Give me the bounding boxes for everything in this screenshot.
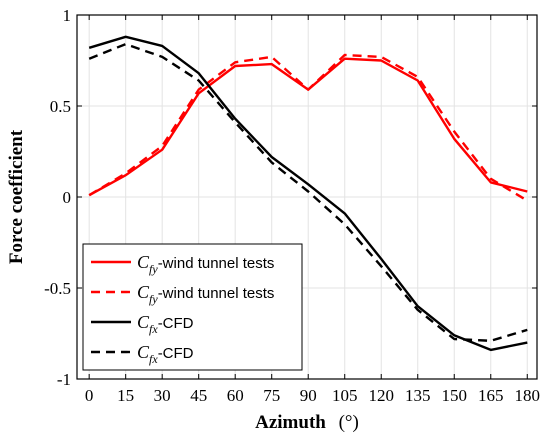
legend-symbol: C [137,252,150,272]
legend-label-cfx-solid: Cfx-CFD [137,312,194,336]
x-tick-label: 165 [478,386,504,405]
legend-text: -CFD [158,345,194,362]
y-axis-title: Force coefficient [6,129,27,264]
series-layer [88,35,528,352]
legend-box [82,243,303,371]
series-line-cfx-dashed [88,42,528,342]
legend-label-cfx-dashed: Cfx-CFD [137,342,194,366]
x-tick-label: 120 [368,386,394,405]
grid-lines [77,14,537,380]
y-tick-label: -0.5 [44,279,71,298]
x-tick-label: 105 [332,386,358,405]
series-line-cfx-solid [88,35,528,352]
legend-symbol: C [137,312,150,332]
series-line-cfy-dashed [88,53,528,202]
x-axis-unit: (°) [339,412,359,433]
legend-text: -wind tunnel tests [158,285,275,302]
legend-subscript: fx [149,322,158,336]
x-tick-label: 180 [515,386,541,405]
axis-ticks: 0 15 30 45 60 75 90 105 120 135 150 165 180 -1 -0.5 0 0.… [44,6,540,405]
x-tick-label: 60 [227,386,244,405]
x-tick-label: 30 [154,386,171,405]
y-tick-label: 1 [63,6,72,25]
y-tick-label: -1 [57,370,71,389]
legend-text: -wind tunnel tests [158,255,275,272]
legend-subscript: fy [149,292,158,306]
x-tick-label: 45 [190,386,207,405]
x-tick-label: 150 [441,386,467,405]
x-tick-label: 15 [117,386,134,405]
legend-subscript: fy [149,262,158,276]
x-tick-label: 90 [300,386,317,405]
x-tick-label: 0 [85,386,94,405]
legend-subscript: fx [149,352,158,366]
legend-symbol: C [137,342,150,362]
x-axis-label: Azimuth [255,412,326,433]
legend-symbol: C [137,282,150,302]
y-tick-label: 0 [63,188,72,207]
legend-label-cfy-solid: Cfy-wind tunnel tests [137,252,274,276]
legend-text: -CFD [158,315,194,332]
x-tick-label: 135 [405,386,431,405]
legend-label-cfy-dashed: Cfy-wind tunnel tests [137,282,274,306]
x-axis-title: Azimuth (°) [255,412,359,433]
x-tick-label: 75 [263,386,280,405]
y-tick-label: 0.5 [50,97,71,116]
